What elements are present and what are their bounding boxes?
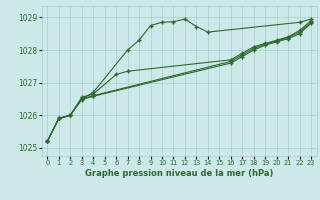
X-axis label: Graphe pression niveau de la mer (hPa): Graphe pression niveau de la mer (hPa) [85,169,273,178]
